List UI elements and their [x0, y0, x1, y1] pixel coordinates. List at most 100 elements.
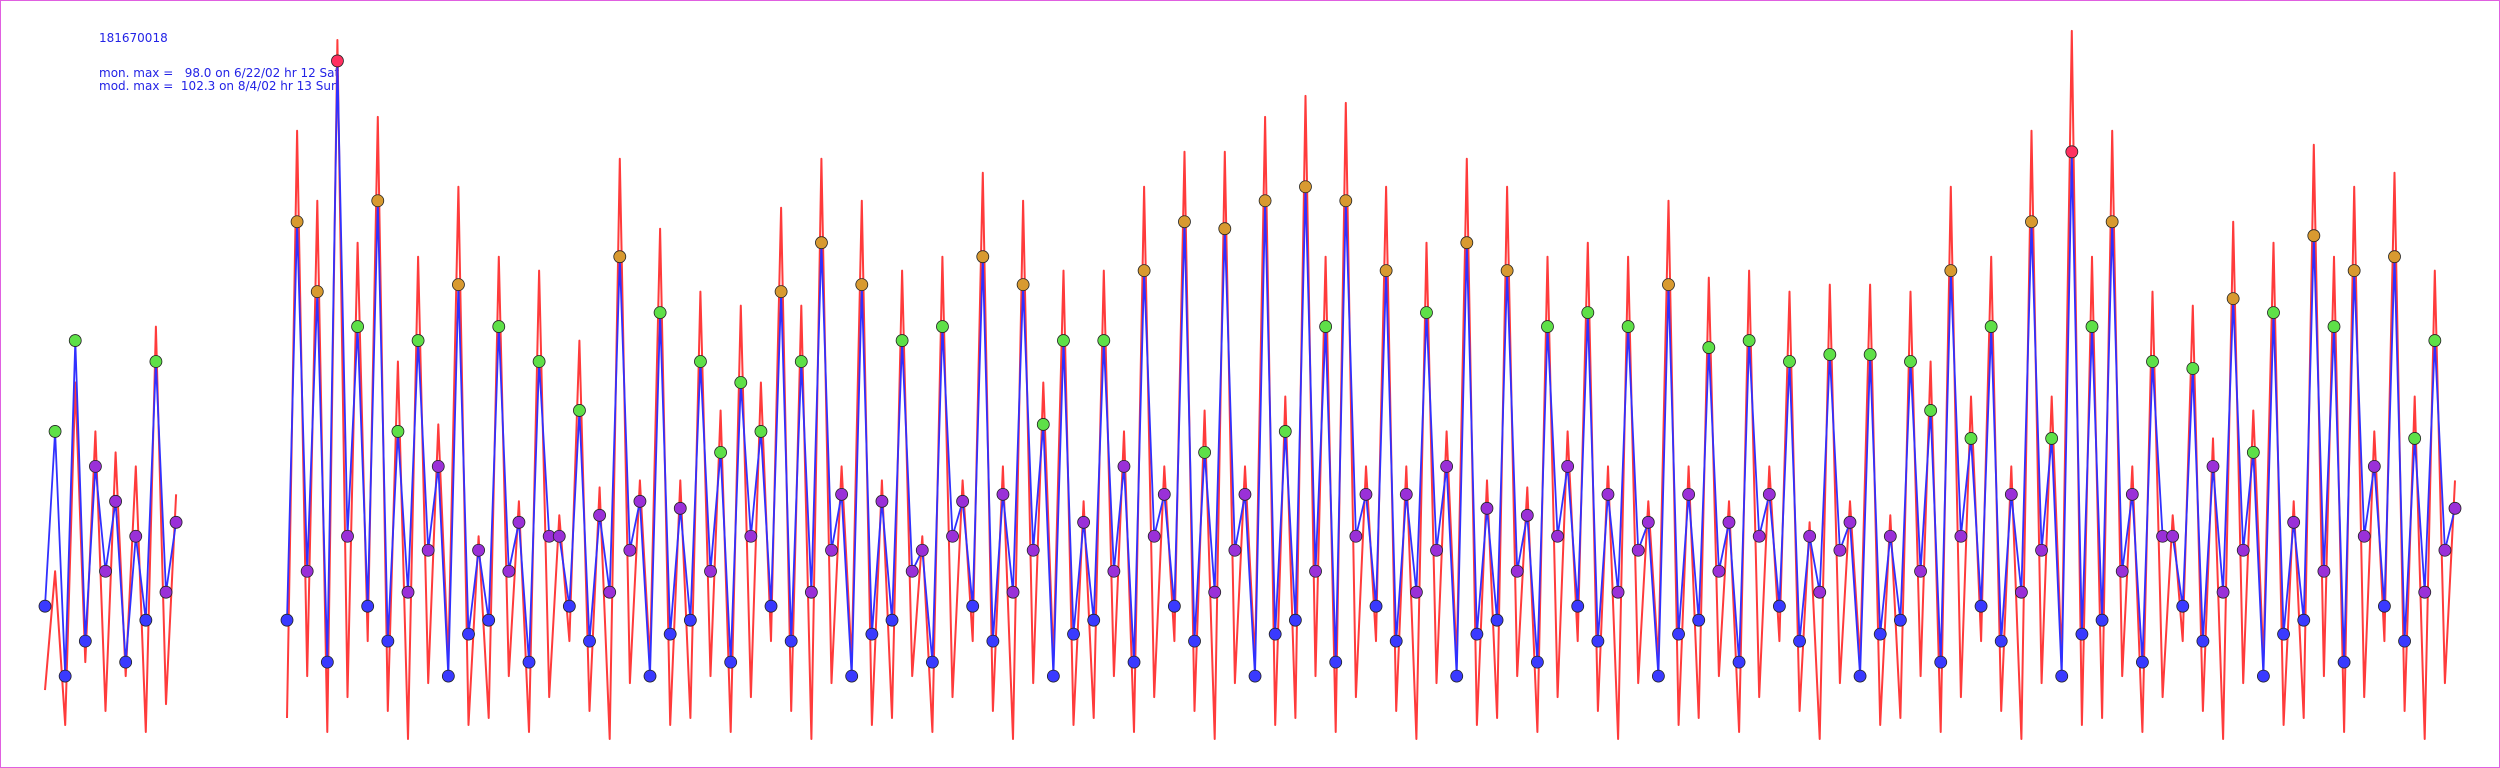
data-point: [2186, 362, 2200, 375]
data-point: [1319, 320, 1333, 333]
data-point: [38, 599, 52, 613]
data-point: [915, 543, 929, 557]
data-point: [643, 669, 657, 683]
data-point: [573, 404, 586, 417]
data-point: [714, 445, 728, 459]
data-point: [1813, 585, 1827, 599]
data-point: [2287, 515, 2301, 529]
data-point: [2257, 669, 2270, 683]
data-point: [1934, 655, 1948, 669]
data-point: [996, 487, 1010, 501]
data-point: [1399, 487, 1413, 501]
data-point: [1954, 529, 1968, 543]
data-point: [825, 543, 838, 557]
data-point: [1914, 564, 1927, 578]
data-point: [1067, 627, 1080, 641]
data-point: [1944, 264, 1958, 278]
data-point: [2378, 599, 2391, 613]
data-point: [1470, 627, 1484, 641]
data-point: [1077, 515, 1091, 529]
data-point: [1369, 599, 1383, 613]
data-point: [361, 599, 375, 613]
data-point: [2176, 599, 2190, 613]
data-point: [149, 355, 163, 368]
data-point: [1591, 634, 1605, 648]
data-point: [1994, 634, 2008, 648]
data-point: [68, 334, 82, 347]
data-point: [1924, 404, 1938, 417]
data-point: [1198, 445, 1212, 459]
data-point: [1359, 487, 1373, 501]
data-point: [1420, 306, 1433, 319]
data-point: [1551, 529, 1564, 543]
data-point: [2408, 432, 2422, 445]
data-point: [1309, 564, 1322, 578]
data-point: [1793, 634, 1806, 648]
data-point: [1833, 543, 1847, 557]
data-point: [1611, 585, 1625, 599]
data-point: [1722, 515, 1736, 529]
data-point: [1762, 487, 1776, 501]
data-point: [1167, 599, 1181, 613]
data-point: [109, 494, 122, 508]
data-point: [1107, 564, 1121, 578]
data-point: [663, 627, 677, 641]
data-point: [835, 487, 849, 501]
data-point: [1682, 487, 1696, 501]
data-point: [1893, 613, 1907, 627]
data-point: [2025, 215, 2038, 229]
data-point: [2337, 655, 2351, 669]
data-point: [1379, 264, 1393, 278]
data-point: [441, 669, 455, 683]
annotation: mon. max = 98.0 on 6/22/02 hr 12 Sat: [99, 66, 340, 80]
data-point: [1742, 334, 1756, 347]
data-point: [794, 355, 808, 368]
data-point: [1500, 264, 1514, 278]
data-point: [1571, 599, 1585, 613]
data-point: [1702, 341, 1716, 354]
data-point: [300, 564, 314, 578]
data-point: [1016, 278, 1030, 292]
data-point: [48, 425, 62, 438]
data-point: [754, 425, 768, 438]
data-point: [966, 599, 980, 613]
data-point: [2196, 634, 2210, 648]
data-point: [1520, 508, 1534, 522]
data-point: [946, 529, 959, 543]
data-point: [583, 634, 596, 648]
data-point: [1732, 655, 1746, 669]
data-point: [683, 613, 697, 627]
data-point: [492, 320, 506, 333]
data-point: [986, 634, 1000, 648]
data-point: [2246, 445, 2260, 459]
data-point: [89, 459, 102, 473]
data-point: [1127, 655, 1141, 669]
data-point: [1692, 613, 1706, 627]
data-point: [1974, 599, 1988, 613]
data-point: [2035, 543, 2048, 557]
data-point: [1258, 194, 1272, 208]
data-point: [2347, 264, 2361, 278]
data-point: [865, 627, 879, 641]
data-point: [169, 515, 183, 529]
data-point: [462, 627, 475, 641]
data-point: [1530, 655, 1544, 669]
data-point: [1057, 334, 1070, 347]
data-point: [724, 655, 738, 669]
data-point: [331, 54, 344, 68]
data-point: [2055, 669, 2069, 683]
data-point: [1238, 487, 1252, 501]
data-point: [1288, 613, 1302, 627]
data-point: [1087, 613, 1101, 627]
data-point: [1440, 459, 1454, 473]
data-point: [2004, 487, 2018, 501]
data-point: [1097, 334, 1111, 347]
data-point: [1904, 355, 1917, 368]
data-point: [875, 494, 889, 508]
data-point: [895, 334, 909, 347]
data-point: [1853, 669, 1867, 683]
data-point: [2267, 306, 2280, 319]
data-point: [2357, 529, 2371, 543]
data-point: [1752, 529, 1766, 543]
